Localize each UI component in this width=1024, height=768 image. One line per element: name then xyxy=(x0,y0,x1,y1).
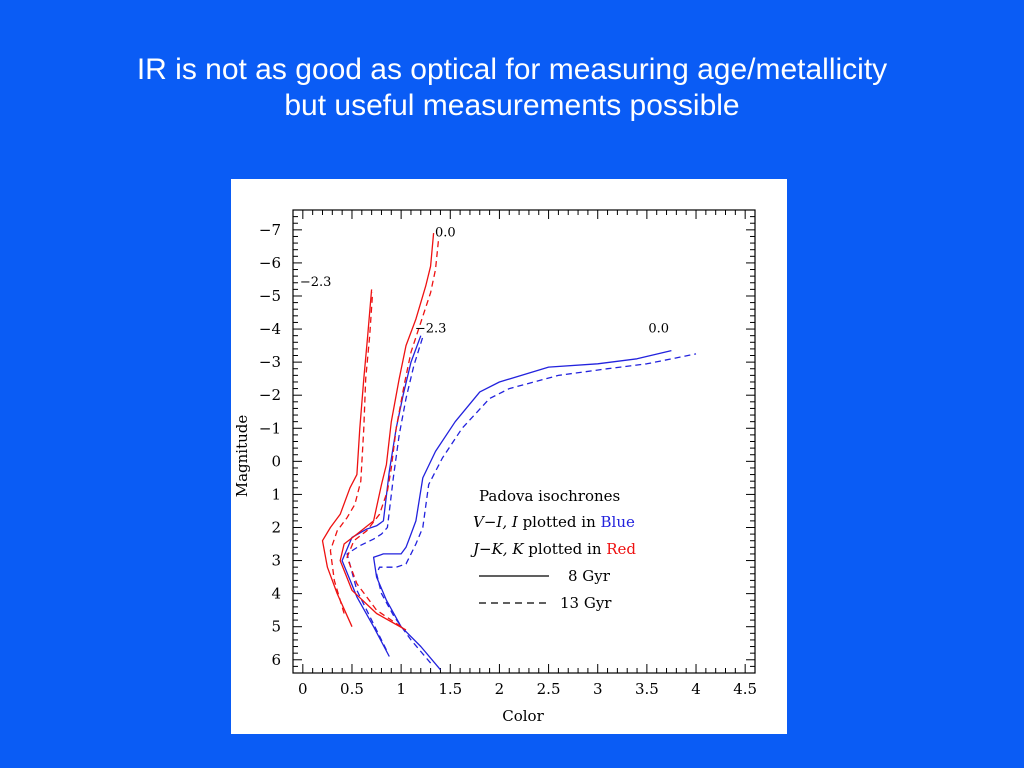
isochrone-red-solid-4 xyxy=(321,289,373,627)
curve-annotations: 0.0 −2.3 −2.3 0.0 xyxy=(300,225,669,336)
legend-red-mid: plotted in xyxy=(524,540,607,558)
y-tick-label: 6 xyxy=(271,651,281,669)
isochrone-curves xyxy=(321,233,697,671)
isochrone-chart: 0 0.5 1 1.5 2 2.5 3 3.5 4 4.5 −7 −6 −5 −4 −3 −2 −1 0 1 2 3 4 5… xyxy=(233,209,757,725)
isochrone-blue-solid-0 xyxy=(372,349,672,671)
x-tick-label: 3 xyxy=(593,680,603,698)
y-tick-label: 1 xyxy=(271,485,281,503)
y-tick-label: 2 xyxy=(271,518,281,536)
isochrone-red-solid-6 xyxy=(339,233,435,631)
y-tick-label: 5 xyxy=(271,618,281,636)
title-line-1: IR is not as good as optical for measuri… xyxy=(136,53,888,86)
metallicity-label: 0.0 xyxy=(435,225,456,240)
metallicity-label: 0.0 xyxy=(648,321,669,336)
isochrone-blue-solid-2 xyxy=(341,335,422,657)
title-line-2: but useful measurements possible xyxy=(284,89,740,122)
y-tick-label: −6 xyxy=(259,254,281,272)
legend-dashed-label: 13 Gyr xyxy=(560,594,612,612)
y-tick-label: 3 xyxy=(271,552,281,570)
legend-blue-mid: plotted in xyxy=(518,513,601,531)
legend-blue-row: V−I, I plotted in Blue xyxy=(473,513,635,531)
isochrone-red-dashed-7 xyxy=(346,239,440,628)
y-tick-label: −3 xyxy=(259,353,281,371)
legend: Padova isochrones V−I, I plotted in Blue… xyxy=(470,487,636,612)
y-tick-label: 4 xyxy=(271,585,281,603)
x-tick-label: 0 xyxy=(298,680,308,698)
x-tick-label: 2 xyxy=(495,680,505,698)
x-tick-label: 4 xyxy=(691,680,701,698)
figure-panel: 0 0.5 1 1.5 2 2.5 3 3.5 4 4.5 −7 −6 −5 −4 −3 −2 −1 0 1 2 3 4 5… xyxy=(231,179,787,734)
metallicity-label: −2.3 xyxy=(300,275,332,290)
x-tick-label: 4.5 xyxy=(733,680,757,698)
y-tick-label: −1 xyxy=(259,419,281,437)
slide-title: IR is not as good as optical for measuri… xyxy=(0,52,1024,124)
legend-red-word: Red xyxy=(606,540,636,558)
metallicity-label: −2.3 xyxy=(415,321,447,336)
y-tick-label: −5 xyxy=(259,287,281,305)
legend-blue-word: Blue xyxy=(601,513,635,531)
x-tick-label: 2.5 xyxy=(537,680,561,698)
isochrone-red-dashed-5 xyxy=(329,292,374,614)
y-tick-label: −4 xyxy=(259,320,281,338)
y-tick-label: 0 xyxy=(271,452,281,470)
tick-labels: 0 0.5 1 1.5 2 2.5 3 3.5 4 4.5 −7 −6 −5 −4 −3 −2 −1 0 1 2 3 4 5… xyxy=(259,221,757,698)
x-tick-label: 0.5 xyxy=(340,680,364,698)
x-tick-label: 1.5 xyxy=(438,680,462,698)
y-tick-label: −2 xyxy=(259,386,281,404)
plot-frame xyxy=(292,209,756,674)
y-axis-label: Magnitude xyxy=(233,415,251,498)
legend-blue-axes: V−I, I xyxy=(473,513,519,531)
x-axis-label: Color xyxy=(502,707,544,725)
x-tick-label: 1 xyxy=(396,680,406,698)
legend-solid-label: 8 Gyr xyxy=(568,567,611,585)
x-tick-label: 3.5 xyxy=(635,680,659,698)
axis-ticks xyxy=(292,209,756,674)
legend-red-axes: J−K, K xyxy=(470,540,524,558)
isochrone-blue-dashed-1 xyxy=(375,353,697,664)
isochrone-blue-dashed-3 xyxy=(346,333,425,651)
y-tick-label: −7 xyxy=(259,221,281,239)
legend-red-row: J−K, K plotted in Red xyxy=(470,540,636,558)
legend-title: Padova isochrones xyxy=(479,487,620,505)
